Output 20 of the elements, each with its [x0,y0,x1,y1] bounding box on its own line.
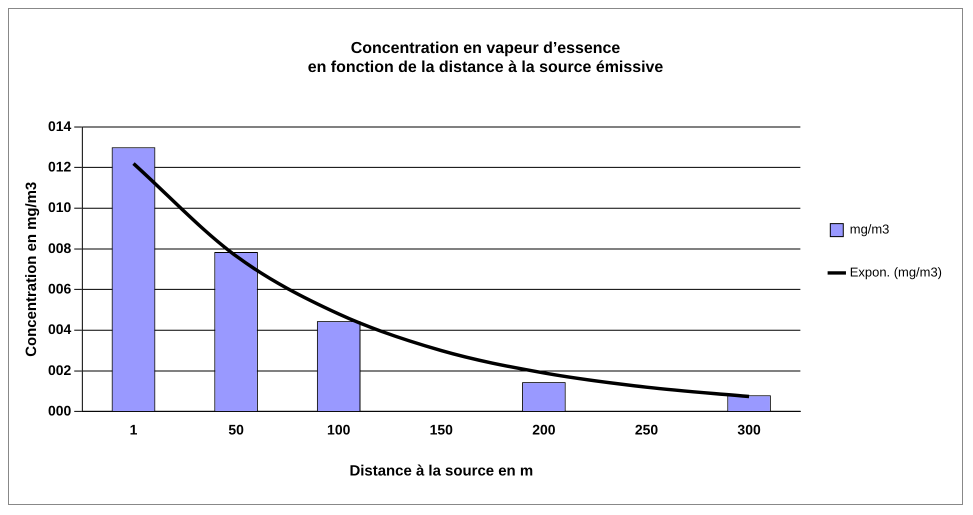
x-tick-label: 50 [228,422,244,438]
x-tick-label: 150 [430,422,454,438]
y-tick-label: 012 [48,158,72,174]
y-tick-label: 000 [48,402,72,418]
y-tick-label: 002 [48,362,72,378]
y-axis-title: Concentration en mg/m3 [23,182,40,357]
y-tick-label: 008 [48,240,72,256]
chart-title: Concentration en vapeur d’essence en fonction de la distance à la source émissive [308,40,664,76]
legend-label: mg/m3 [850,222,890,237]
x-tick-label: 250 [634,422,658,438]
y-tick-label: 014 [48,118,72,134]
x-tick-label: 1 [130,422,138,438]
x-tick-label: 300 [737,422,761,438]
legend-label: Expon. (mg/m3) [850,264,942,280]
x-tick-label: 100 [327,422,351,438]
y-tick-label: 004 [48,321,72,338]
x-tick-label: 200 [532,422,556,438]
y-tick-label: 010 [48,199,72,216]
x-axis-title: Distance à la source en m [349,462,534,480]
y-tick-label: 006 [48,280,72,296]
